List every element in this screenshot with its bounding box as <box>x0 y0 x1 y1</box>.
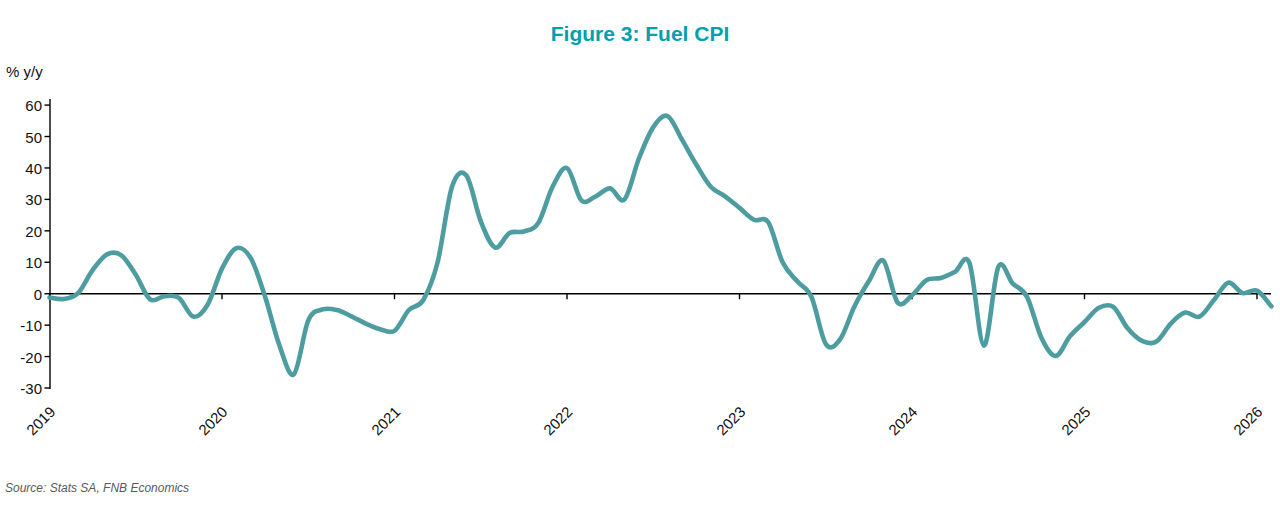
y-axis-tick-label: 50 <box>4 128 42 145</box>
y-axis-tick-label: 10 <box>4 254 42 271</box>
y-axis-tick-label: -20 <box>4 348 42 365</box>
fuel-cpi-line-chart <box>0 0 1280 520</box>
fuel-cpi-series-line <box>50 116 1272 375</box>
fuel-cpi-chart-figure: Figure 3: Fuel CPI % y/y 6050403020100-1… <box>0 0 1280 520</box>
y-axis-tick-label: 60 <box>4 97 42 114</box>
source-note: Source: Stats SA, FNB Economics <box>5 481 189 495</box>
y-axis-tick-label: 0 <box>4 285 42 302</box>
y-axis-tick-label: 30 <box>4 191 42 208</box>
axes-group <box>45 99 1272 389</box>
y-axis-tick-label: -10 <box>4 317 42 334</box>
y-axis-tick-label: 40 <box>4 159 42 176</box>
y-axis-tick-label: 20 <box>4 222 42 239</box>
y-axis-tick-label: -30 <box>4 380 42 397</box>
